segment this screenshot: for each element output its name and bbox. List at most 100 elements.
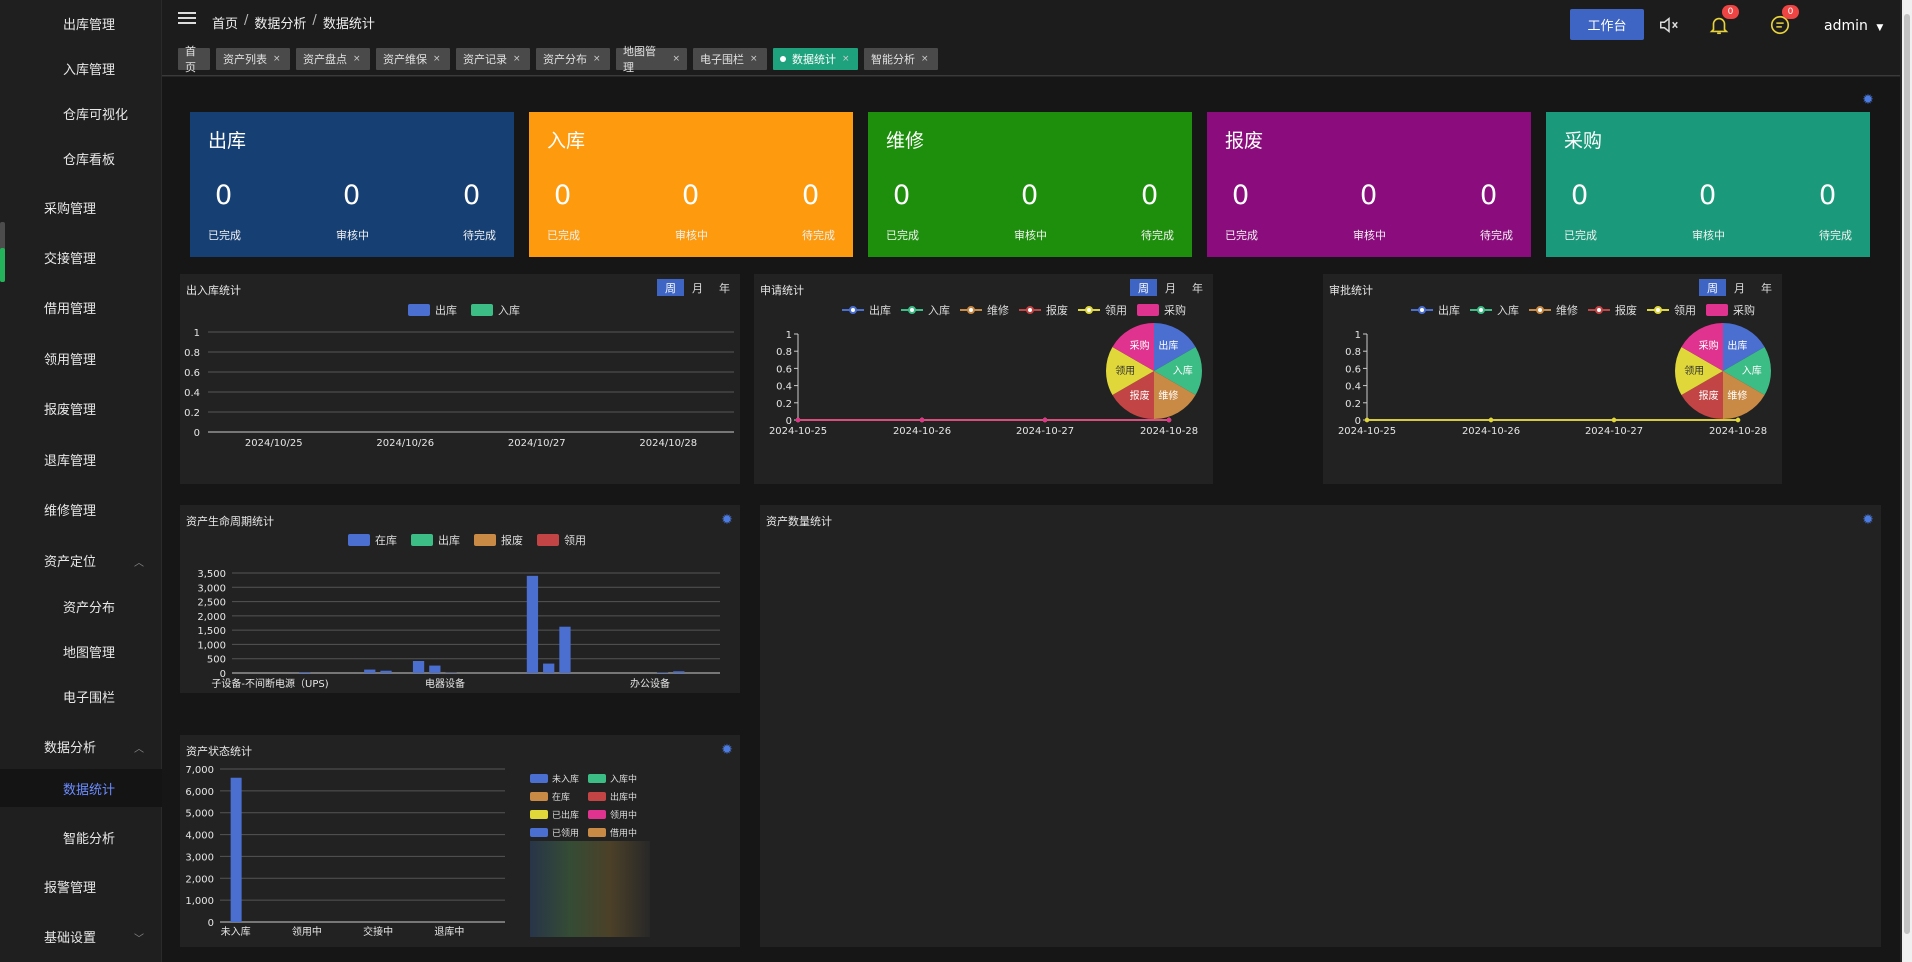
legend-item[interactable]: 出库 <box>408 302 457 318</box>
sidebar-item-fence[interactable]: 电子围栏 <box>0 680 162 712</box>
sidebar-item-purchase[interactable]: 采购管理 <box>0 191 162 223</box>
pie-slice[interactable] <box>1112 371 1154 419</box>
pie-slice[interactable] <box>1112 323 1154 371</box>
legend-item[interactable]: 采购 <box>1137 302 1186 318</box>
pie-slice[interactable] <box>1106 347 1154 395</box>
sidebar-item-warehouse-visual[interactable]: 仓库可视化 <box>0 97 162 129</box>
period-month-button[interactable]: 月 <box>1165 281 1176 295</box>
bell-icon[interactable] <box>1708 14 1730 36</box>
period-year-button[interactable]: 年 <box>719 281 730 295</box>
legend-item[interactable]: 在库 <box>348 532 397 548</box>
pie-slice[interactable] <box>1154 323 1196 371</box>
settings-gear-icon[interactable]: ✹ <box>1862 512 1874 528</box>
period-year-button[interactable]: 年 <box>1192 281 1203 295</box>
pie-slice[interactable] <box>1723 323 1765 371</box>
sidebar-item-repair[interactable]: 维修管理 <box>0 493 162 525</box>
close-icon[interactable]: × <box>921 54 929 64</box>
mute-icon[interactable] <box>1658 14 1680 36</box>
close-icon[interactable]: × <box>750 54 758 64</box>
message-icon[interactable] <box>1769 14 1791 36</box>
sidebar-item-receive[interactable]: 领用管理 <box>0 342 162 374</box>
sidebar-item-inbound[interactable]: 入库管理 <box>0 52 162 84</box>
close-icon[interactable]: × <box>842 54 850 64</box>
legend-item[interactable]: 维修 <box>1529 302 1578 318</box>
sidebar-item-settings[interactable]: 基础设置 ﹀ <box>0 920 162 952</box>
legend-item[interactable]: 入库 <box>901 302 950 318</box>
legend-item[interactable]: 采购 <box>1706 302 1755 318</box>
legend-item[interactable]: 入库 <box>1470 302 1519 318</box>
page-scrollbar[interactable] <box>1902 0 1912 962</box>
sidebar-item-warehouse-board[interactable]: 仓库看板 <box>0 142 162 174</box>
pie-slice[interactable] <box>1723 347 1771 395</box>
sidebar-item-scrap[interactable]: 报废管理 <box>0 392 162 424</box>
tab-7[interactable]: 电子围栏 × <box>693 48 767 70</box>
tab-2[interactable]: 资产盘点 × <box>296 48 370 70</box>
user-menu[interactable]: admin ▼ <box>1824 18 1883 34</box>
legend-item[interactable]: 出库 <box>842 302 891 318</box>
sidebar-item-alarm[interactable]: 报警管理 <box>0 870 162 902</box>
sidebar-item-data-analysis[interactable]: 数据分析 ︿ <box>0 730 162 762</box>
pie-slice[interactable] <box>1154 371 1196 419</box>
close-icon[interactable]: × <box>353 54 361 64</box>
legend-item[interactable]: 维修 <box>960 302 1009 318</box>
legend-item[interactable]: 入库中 <box>588 772 637 785</box>
sidebar-item-outbound[interactable]: 出库管理 <box>0 7 162 39</box>
close-icon[interactable]: × <box>513 54 521 64</box>
sidebar-item-borrow[interactable]: 借用管理 <box>0 291 162 323</box>
close-icon[interactable]: × <box>593 54 601 64</box>
tab-9[interactable]: 智能分析 × <box>864 48 938 70</box>
stat-card-3[interactable]: 报废 0 已完成 0 审核中 0 待完成 <box>1207 112 1531 257</box>
stat-card-4[interactable]: 采购 0 已完成 0 审核中 0 待完成 <box>1546 112 1870 257</box>
legend-item[interactable]: 领用 <box>1078 302 1127 318</box>
menu-toggle-icon[interactable] <box>178 12 196 28</box>
breadcrumb-home[interactable]: 首页 <box>212 17 239 32</box>
legend-item[interactable]: 入库 <box>471 302 520 318</box>
tab-5[interactable]: 资产分布 × <box>536 48 610 70</box>
pie-slice[interactable] <box>1681 323 1723 371</box>
legend-item[interactable]: 出库 <box>1411 302 1460 318</box>
stat-card-1[interactable]: 入库 0 已完成 0 审核中 0 待完成 <box>529 112 853 257</box>
pie-slice[interactable] <box>1723 371 1765 419</box>
sidebar-item-asset-distribution[interactable]: 资产分布 <box>0 590 162 622</box>
sidebar-item-smart-analysis[interactable]: 智能分析 <box>0 821 162 853</box>
legend-item[interactable]: 报废 <box>1019 302 1068 318</box>
period-week-button[interactable]: 周 <box>657 279 684 296</box>
period-month-button[interactable]: 月 <box>692 281 703 295</box>
tab-1[interactable]: 资产列表 × <box>216 48 290 70</box>
period-week-button[interactable]: 周 <box>1699 279 1726 296</box>
legend-item[interactable]: 出库中 <box>588 790 637 803</box>
settings-gear-icon[interactable]: ✹ <box>1862 92 1874 108</box>
scrollbar-thumb[interactable] <box>1904 14 1910 934</box>
tab-3[interactable]: 资产维保 × <box>376 48 450 70</box>
legend-item[interactable]: 领用 <box>1647 302 1696 318</box>
pie-slice[interactable] <box>1681 371 1723 419</box>
tab-6[interactable]: 地图管理 × <box>616 45 687 74</box>
settings-gear-icon[interactable]: ✹ <box>721 512 733 528</box>
sidebar-item-handover[interactable]: 交接管理 <box>0 241 162 273</box>
sidebar-item-data-stats[interactable]: 数据统计 <box>0 769 162 807</box>
legend-item[interactable]: 在库 <box>530 790 570 803</box>
legend-item[interactable]: 借用中 <box>588 826 637 839</box>
period-week-button[interactable]: 周 <box>1130 279 1157 296</box>
sidebar-item-return[interactable]: 退库管理 <box>0 443 162 475</box>
tab-4[interactable]: 资产记录 × <box>456 48 530 70</box>
legend-item[interactable]: 领用中 <box>588 808 637 821</box>
legend-item[interactable]: 报废 <box>1588 302 1637 318</box>
stat-card-2[interactable]: 维修 0 已完成 0 审核中 0 待完成 <box>868 112 1192 257</box>
stat-card-0[interactable]: 出库 0 已完成 0 审核中 0 待完成 <box>190 112 514 257</box>
sidebar-scroll-thumb[interactable] <box>0 248 5 282</box>
pie-slice[interactable] <box>1154 347 1202 395</box>
tab-8[interactable]: 数据统计 × <box>773 48 858 70</box>
legend-item[interactable]: 领用 <box>537 532 586 548</box>
close-icon[interactable]: × <box>273 54 281 64</box>
legend-item[interactable]: 未入库 <box>530 772 579 785</box>
tab-0[interactable]: 首页 <box>178 45 210 74</box>
workbench-button[interactable]: 工作台 <box>1570 9 1644 40</box>
period-month-button[interactable]: 月 <box>1734 281 1745 295</box>
breadcrumb-data-analysis[interactable]: 数据分析 <box>254 17 307 32</box>
period-year-button[interactable]: 年 <box>1761 281 1772 295</box>
settings-gear-icon[interactable]: ✹ <box>721 742 733 758</box>
close-icon[interactable]: × <box>672 54 680 64</box>
legend-item[interactable]: 已领用 <box>530 826 579 839</box>
sidebar-item-map[interactable]: 地图管理 <box>0 635 162 667</box>
